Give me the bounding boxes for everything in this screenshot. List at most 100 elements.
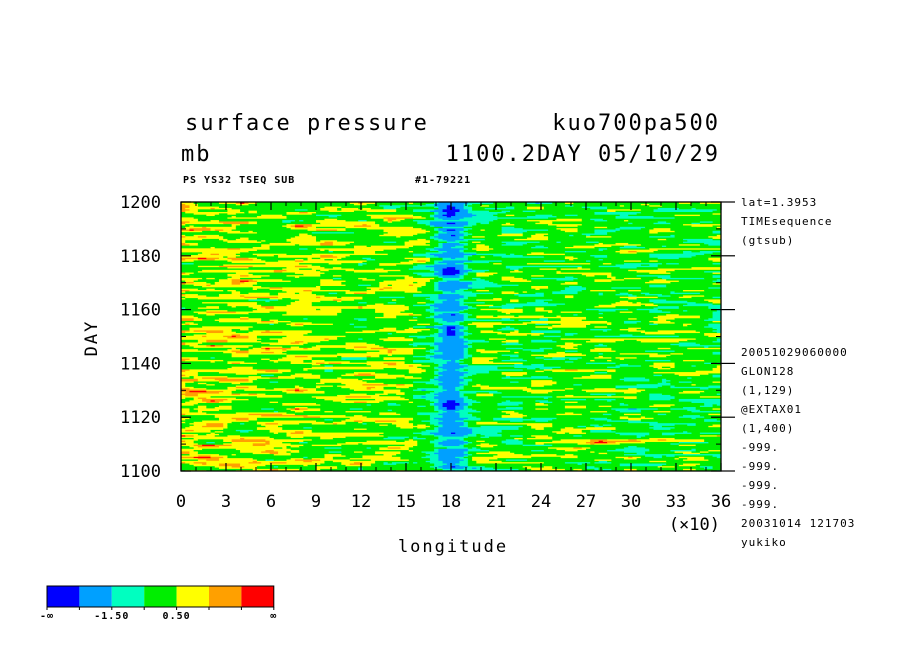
heatmap-cell: [316, 344, 380, 347]
heatmap-cell: [636, 434, 646, 437]
heatmap-cell: [231, 207, 321, 210]
heatmap-cell: [623, 446, 646, 449]
heatmap-cell: [649, 394, 671, 397]
heatmap-cell: [189, 323, 199, 325]
heatmap-cell: [193, 314, 385, 317]
heatmap-cell: [607, 325, 705, 328]
heatmap-cell: [324, 218, 338, 221]
heatmap-cell: [316, 419, 342, 422]
heatmap-cell: [429, 465, 439, 468]
heatmap-cell: [396, 419, 410, 422]
heatmap-cell: [556, 432, 566, 434]
heatmap-cell: [273, 254, 279, 257]
heatmap-cell: [543, 245, 574, 247]
heatmap-cell: [543, 364, 617, 367]
heatmap-cell: [459, 390, 499, 393]
heatmap-cell: [666, 319, 705, 321]
heatmap-cell: [391, 461, 410, 464]
heatmap-cell: [181, 425, 191, 428]
heatmap-cell: [324, 337, 330, 340]
heatmap-cell: [510, 358, 524, 360]
heatmap-cell: [197, 405, 207, 408]
heatmap-cell: [261, 258, 296, 261]
heatmap-cell: [383, 386, 397, 389]
heatmap-cell: [488, 222, 507, 225]
heatmap-cell: [181, 254, 241, 257]
heatmap-cell: [446, 331, 456, 334]
heatmap-cell: [438, 448, 469, 451]
heatmap-cell: [269, 442, 292, 445]
heatmap-cell: [463, 235, 473, 238]
heatmap-cell: [602, 355, 650, 358]
heatmap-cell: [181, 262, 195, 265]
heatmap-cell: [434, 238, 444, 241]
heatmap-cell: [548, 317, 562, 320]
heatmap-cell: [645, 441, 680, 444]
heatmap-cell: [581, 352, 600, 355]
heatmap-cell: [404, 374, 439, 377]
heatmap-cell: [657, 314, 701, 317]
heatmap-cell: [451, 313, 456, 316]
heatmap-cell: [181, 379, 199, 382]
heatmap-cell: [556, 270, 562, 273]
heatmap-cell: [290, 241, 326, 243]
heatmap-cell: [501, 441, 524, 444]
heatmap-cell: [442, 270, 461, 273]
heatmap-cell: [265, 300, 271, 303]
heatmap-cell: [712, 310, 721, 313]
heatmap-cell: [185, 341, 203, 344]
heatmap-cell: [337, 376, 342, 379]
heatmap-cell: [666, 270, 705, 273]
heatmap-cell: [438, 425, 444, 428]
heatmap-cell: [362, 257, 372, 260]
heatmap-cell: [594, 325, 608, 328]
heatmap-cell: [552, 347, 566, 350]
heatmap-cell: [623, 277, 642, 280]
heatmap-cell: [383, 362, 397, 364]
heatmap-cell: [607, 206, 721, 208]
heatmap-cell: [564, 406, 587, 409]
heatmap-cell: [678, 341, 697, 344]
heatmap-cell: [548, 228, 562, 231]
heatmap-cell: [223, 427, 258, 430]
heatmap-cell: [425, 309, 435, 312]
heatmap-cell: [202, 335, 207, 338]
heatmap-cell: [345, 414, 355, 417]
heatmap-cell: [594, 398, 617, 401]
heatmap-cell: [628, 250, 638, 253]
heatmap-cell: [442, 312, 461, 315]
heatmap-cell: [197, 293, 220, 296]
heatmap-cell: [261, 358, 271, 360]
heatmap-cell: [320, 257, 342, 260]
x-tick-label: 12: [351, 492, 371, 512]
heatmap-cell: [273, 419, 317, 422]
heatmap-cell: [522, 358, 545, 360]
heatmap-cell: [218, 212, 229, 215]
heatmap-cell: [358, 442, 364, 445]
heatmap-cell: [413, 327, 435, 330]
heatmap-cell: [181, 218, 199, 221]
heatmap-cell: [674, 321, 721, 324]
heatmap-cell: [678, 207, 693, 210]
heatmap-cell: [556, 340, 587, 343]
heatmap-cell: [223, 390, 233, 393]
heatmap-cell: [299, 384, 317, 387]
heatmap-cell: [218, 371, 283, 374]
heatmap-cell: [396, 440, 406, 442]
heatmap-cell: [400, 450, 423, 453]
heatmap-cell: [273, 351, 283, 354]
heatmap-cell: [370, 257, 406, 260]
heatmap-cell: [442, 364, 469, 367]
heatmap-cell: [472, 466, 477, 469]
heatmap-cell: [278, 422, 300, 425]
heatmap-cell: [404, 358, 431, 360]
heatmap-cell: [320, 281, 342, 284]
heatmap-cell: [695, 254, 721, 257]
heatmap-cell: [446, 212, 456, 215]
heatmap-cell: [214, 444, 233, 447]
heatmap-cell: [476, 348, 486, 351]
heatmap-cell: [467, 258, 570, 261]
heatmap-cell: [476, 466, 494, 469]
heatmap-cell: [375, 398, 410, 401]
heatmap-cell: [577, 344, 596, 347]
